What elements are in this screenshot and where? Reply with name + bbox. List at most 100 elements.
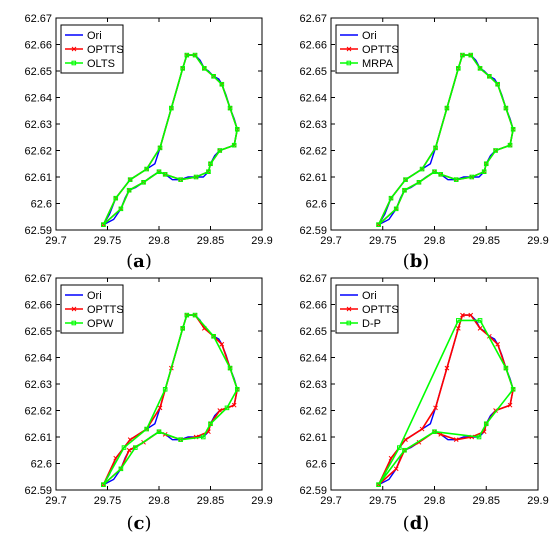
panel-caption: (a): [126, 251, 152, 272]
data-point: [141, 180, 146, 185]
x-tick-label: 29.9: [527, 495, 548, 507]
series-mrpa: [376, 52, 516, 227]
data-point: [507, 402, 513, 408]
data-point: [127, 177, 133, 182]
legend-marker: [71, 60, 77, 66]
data-point: [433, 405, 438, 411]
y-tick-label: 62.65: [24, 326, 52, 338]
x-tick-label: 29.8: [424, 235, 445, 247]
data-point: [460, 312, 465, 318]
legend-label: Ori: [362, 30, 377, 42]
data-point: [495, 81, 500, 87]
panel-letter: b: [410, 251, 423, 272]
data-point: [510, 127, 516, 132]
legend: Ori OPTTS MRPA: [335, 24, 399, 74]
data-point: [376, 482, 381, 487]
data-point: [402, 187, 407, 193]
data-point: [416, 180, 422, 185]
y-tick-label: 62.63: [299, 379, 327, 391]
series-line: [102, 54, 239, 226]
data-point: [126, 187, 132, 193]
data-point: [224, 405, 230, 411]
data-point: [157, 405, 163, 411]
legend-label: Ori: [87, 30, 102, 42]
data-point: [126, 447, 132, 453]
legend: Ori OPTTS OLTS: [60, 24, 124, 74]
legend: Ori OPTTS OPW: [60, 284, 124, 334]
x-tick-label: 29.7: [320, 235, 341, 247]
legend-label: OPTTS: [362, 44, 399, 56]
y-tick-label: 62.59: [24, 485, 52, 497]
data-point: [144, 426, 149, 432]
legend-label: OPTTS: [87, 44, 124, 56]
legend-label: OLTS: [87, 58, 115, 70]
y-tick-label: 62.61: [299, 432, 327, 444]
y-tick-label: 62.66: [24, 300, 52, 312]
data-point: [219, 81, 225, 87]
data-point: [206, 169, 211, 174]
y-tick-label: 62.64: [299, 353, 327, 365]
y-tick-label: 62.62: [299, 406, 327, 418]
legend-label: OPW: [87, 318, 114, 330]
data-point: [231, 402, 237, 408]
data-point: [432, 169, 437, 174]
data-point: [477, 318, 483, 323]
data-point: [432, 429, 437, 434]
data-point: [510, 387, 516, 392]
x-tick-label: 29.75: [94, 495, 122, 507]
y-tick-label: 62.64: [24, 353, 52, 365]
data-point: [133, 445, 138, 450]
y-tick-label: 62.66: [299, 300, 327, 312]
data-point: [456, 318, 461, 323]
data-point: [456, 66, 461, 71]
data-point: [403, 177, 408, 182]
data-point: [192, 52, 198, 58]
data-point: [184, 52, 190, 58]
data-point: [231, 142, 237, 148]
y-tick-label: 62.59: [299, 225, 327, 237]
panel-caption: (b): [403, 251, 430, 272]
data-point: [477, 325, 483, 331]
y-tick-label: 62.67: [24, 273, 52, 285]
data-point: [169, 105, 174, 111]
data-point: [208, 421, 213, 427]
panel-letter: c: [134, 513, 145, 534]
data-point: [118, 466, 124, 472]
y-tick-label: 62.63: [299, 119, 327, 131]
data-point: [393, 206, 399, 212]
legend-label: OPTTS: [87, 304, 124, 316]
data-point: [192, 312, 198, 318]
y-tick-label: 62.61: [299, 172, 327, 184]
x-tick-label: 29.8: [148, 495, 169, 507]
data-point: [156, 429, 162, 434]
legend-label: Ori: [362, 290, 377, 302]
legend-marker: [346, 60, 352, 66]
y-tick-label: 62.64: [299, 93, 327, 105]
data-point: [376, 222, 381, 227]
y-tick-label: 62.66: [24, 40, 52, 52]
data-point: [483, 161, 489, 167]
data-point: [393, 466, 399, 472]
x-tick-label: 29.9: [251, 235, 272, 247]
data-point: [101, 482, 106, 487]
data-point: [208, 161, 213, 167]
data-point: [180, 66, 185, 71]
panel-caption: (d): [403, 513, 430, 534]
data-point: [118, 206, 124, 212]
data-point: [219, 341, 225, 347]
data-point: [157, 145, 163, 151]
series-d-p: [376, 318, 516, 487]
data-point: [507, 142, 513, 148]
data-point: [217, 148, 223, 153]
legend-marker: [346, 46, 352, 52]
y-tick-label: 62.6: [306, 459, 327, 471]
data-point: [234, 127, 240, 132]
data-point: [483, 421, 489, 427]
chart-panel-a: 29.7 29.75 29.8 29.85 29.9 62.59 62.6 62.61 62.6…: [24, 13, 272, 247]
series-opw: [101, 312, 240, 487]
data-point: [156, 169, 162, 174]
data-point: [419, 426, 425, 432]
panel-letter: a: [133, 251, 145, 272]
series-line: [102, 314, 239, 486]
legend-label: Ori: [87, 290, 102, 302]
